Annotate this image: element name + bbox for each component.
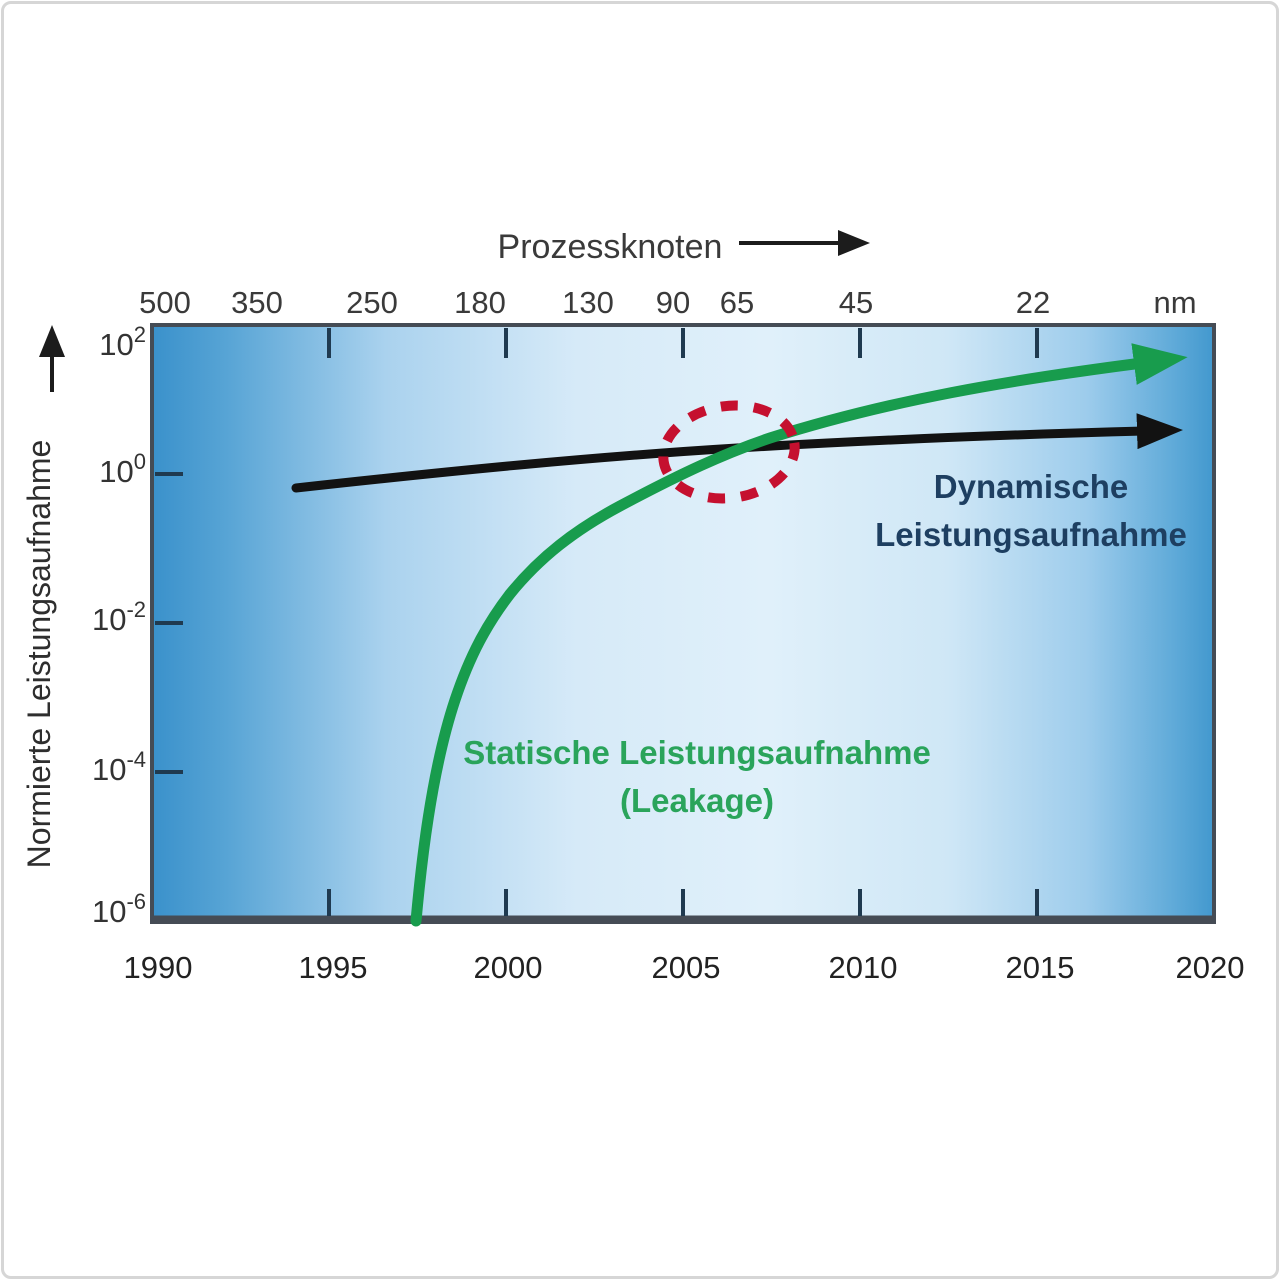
plot-area — [150, 323, 1216, 924]
static-power-label-line2: (Leakage) — [620, 782, 774, 819]
top-tick-90: 90 — [656, 285, 690, 320]
top-tick-65: 65 — [720, 285, 754, 320]
y-tick-1e-6: 10-6 — [92, 889, 146, 929]
dynamic-power-label-line2: Leistungsaufnahme — [875, 516, 1187, 553]
top-axis-unit: nm — [1153, 285, 1196, 320]
x-tick-2005: 2005 — [652, 950, 721, 985]
crossover-dashed-ellipse — [658, 400, 800, 504]
top-tick-350: 350 — [231, 285, 283, 320]
top-tick-250: 250 — [346, 285, 398, 320]
y-axis-tick-labels: 102 100 10-2 10-4 10-6 — [92, 322, 146, 929]
x-tick-2015: 2015 — [1006, 950, 1075, 985]
x-tick-1990: 1990 — [124, 950, 193, 985]
bottom-axis-ticks — [327, 889, 1039, 916]
top-axis-ticks — [327, 328, 1039, 358]
y-tick-1e-2: 10-2 — [92, 597, 146, 637]
static-power-curve — [410, 343, 1188, 927]
top-tick-130: 130 — [562, 285, 614, 320]
x-tick-1995: 1995 — [299, 950, 368, 985]
top-tick-22: 22 — [1016, 285, 1050, 320]
x-tick-2000: 2000 — [474, 950, 543, 985]
static-power-label: Statische Leistungsaufnahme (Leakage) — [463, 734, 931, 819]
top-tick-180: 180 — [454, 285, 506, 320]
x-axis-tick-labels: 1990 1995 2000 2005 2010 2015 2020 — [124, 950, 1245, 985]
top-axis-title: Prozessknoten — [498, 228, 723, 266]
static-power-label-line1: Statische Leistungsaufnahme — [463, 734, 931, 771]
y-axis-ticks — [155, 472, 183, 774]
top-tick-500: 500 — [139, 285, 191, 320]
top-tick-45: 45 — [839, 285, 873, 320]
y-tick-1e2: 102 — [99, 322, 146, 362]
dynamic-power-label: Dynamische Leistungsaufnahme — [875, 468, 1187, 553]
y-tick-1e-4: 10-4 — [92, 747, 146, 787]
x-tick-2020: 2020 — [1176, 950, 1245, 985]
dynamic-power-label-line1: Dynamische — [934, 468, 1128, 505]
y-axis-title: Normierte Leistungsaufnahme — [21, 440, 57, 869]
y-tick-1e0: 100 — [99, 449, 146, 489]
x-tick-2010: 2010 — [829, 950, 898, 985]
top-axis-tick-labels: 500 350 250 180 130 90 65 45 22 nm — [139, 285, 1196, 320]
